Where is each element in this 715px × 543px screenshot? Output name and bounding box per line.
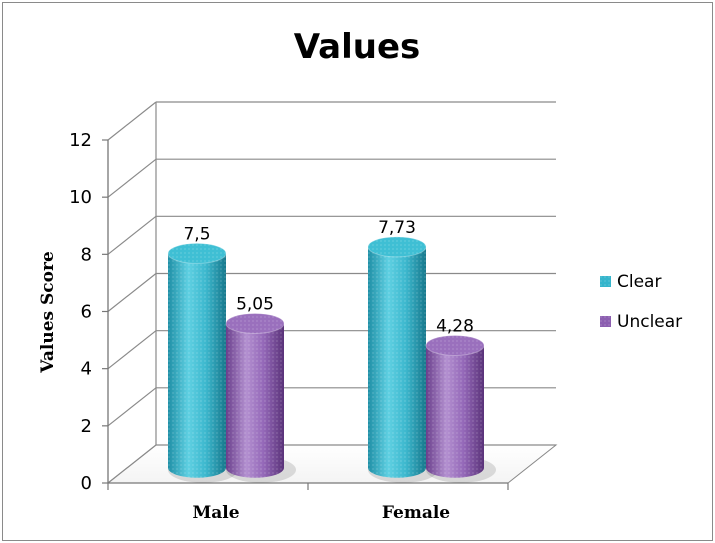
bar-unclear-male [225, 312, 296, 483]
y-tick-labels: 0 2 4 6 8 10 12 [69, 130, 92, 494]
y-tick-label: 2 [81, 416, 92, 437]
bar-clear-female [367, 236, 438, 483]
bar-texture [226, 323, 284, 478]
bar-clear-male [167, 242, 238, 483]
data-label: 5,05 [236, 294, 274, 314]
bar-top-texture [168, 243, 226, 264]
legend-label: Unclear [617, 312, 682, 332]
category-labels: Male Female [192, 503, 450, 523]
bar-texture [368, 246, 426, 478]
bar-top-texture [226, 313, 284, 334]
y-tick-label: 4 [81, 359, 92, 380]
data-labels: 7,5 5,05 7,73 4,28 [183, 218, 473, 337]
gridline-side [107, 215, 157, 255]
legend-swatch-texture [600, 276, 611, 287]
gridline-side [107, 387, 157, 427]
bar-texture [426, 345, 484, 478]
y-tick-label: 8 [81, 244, 92, 265]
legend-item-unclear: Unclear [600, 312, 682, 332]
y-tick-label: 12 [69, 130, 92, 151]
data-label: 7,5 [183, 224, 210, 244]
bar-texture [168, 253, 226, 478]
bar-top-texture [426, 335, 484, 356]
axes [102, 102, 509, 490]
y-axis-label: Values Score [38, 251, 58, 374]
data-label: 7,73 [378, 218, 416, 238]
y-tick-label: 10 [69, 187, 92, 208]
legend-label: Clear [617, 272, 661, 292]
bars [167, 236, 496, 483]
gridline-side [107, 444, 157, 484]
gridline-side [107, 101, 157, 141]
chart-title: Values [294, 27, 421, 67]
bar-top-texture [368, 236, 426, 257]
gridline-side [107, 158, 157, 198]
legend-swatch-texture [600, 316, 611, 327]
category-label: Male [192, 503, 239, 523]
bar-unclear-female [425, 334, 496, 483]
legend-item-clear: Clear [600, 272, 661, 292]
gridline-side [107, 330, 157, 370]
y-tick-label: 6 [81, 302, 92, 323]
gridline-side [107, 273, 157, 312]
data-label: 4,28 [436, 316, 474, 336]
legend: Clear Unclear [600, 272, 682, 332]
category-label: Female [382, 503, 450, 523]
y-tick-label: 0 [81, 473, 92, 494]
